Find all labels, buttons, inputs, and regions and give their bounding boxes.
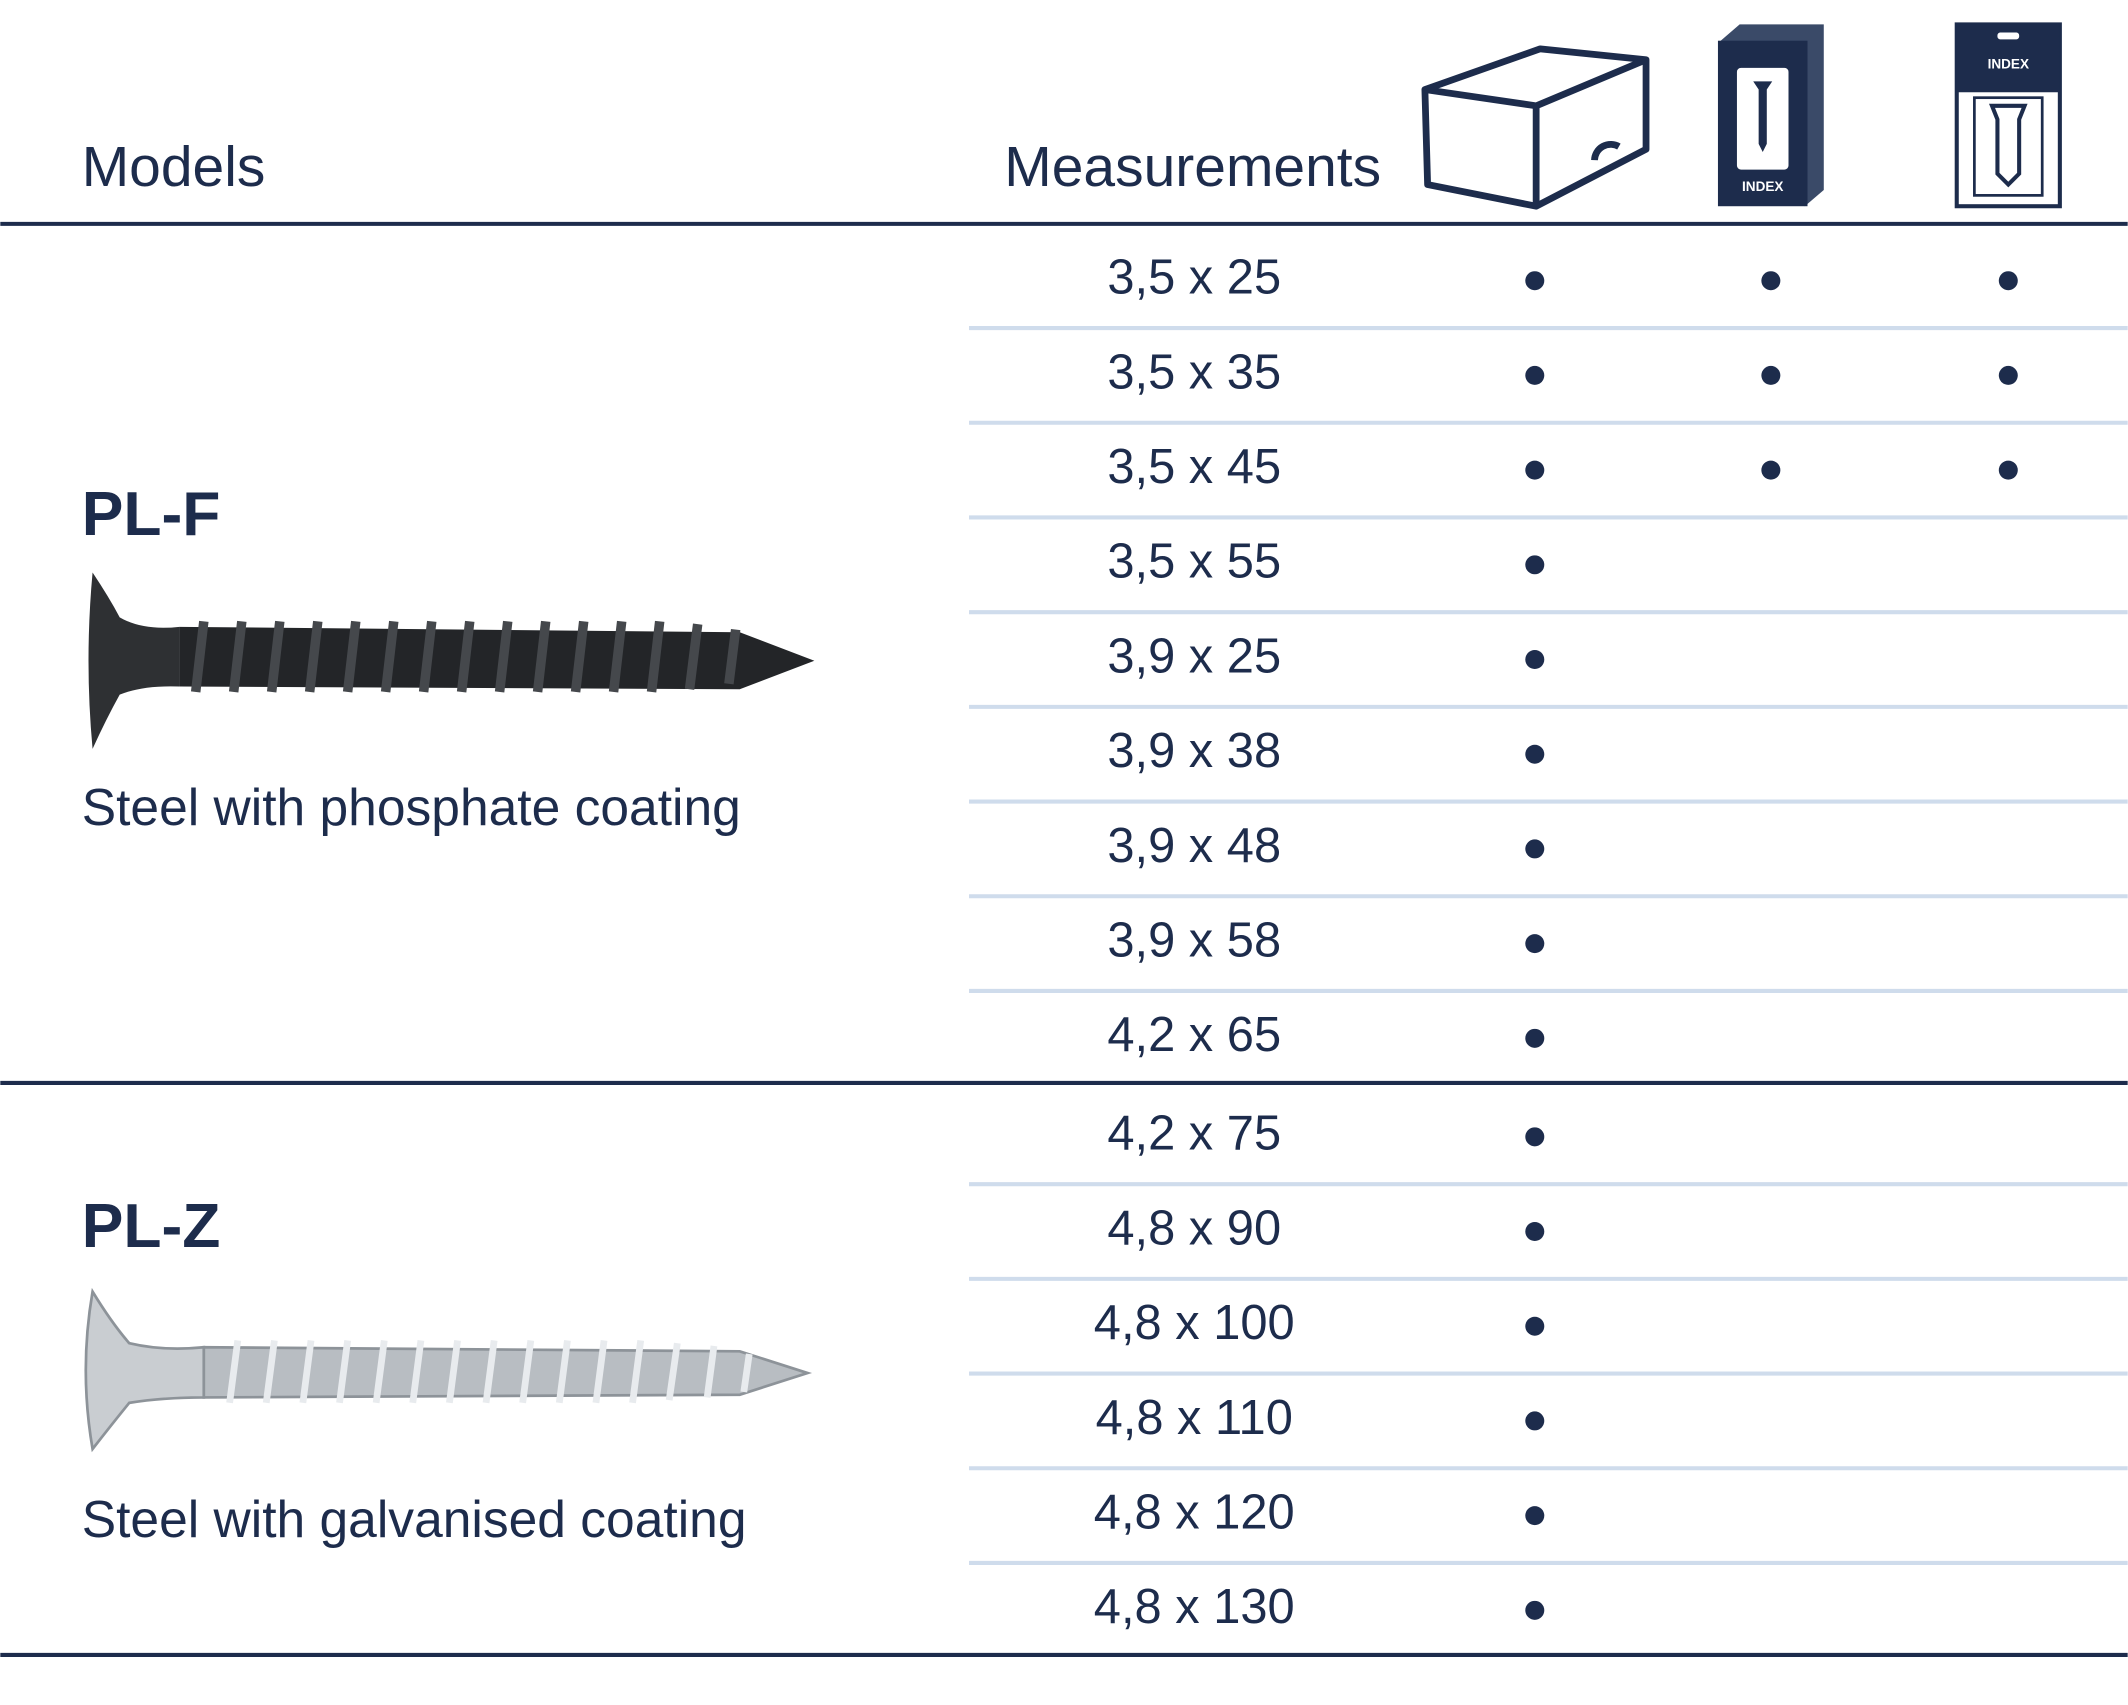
measurement: 3,9 x 38 — [1107, 724, 1281, 778]
model-name: PL-F — [82, 480, 221, 549]
availability-dot — [1525, 839, 1545, 859]
availability-dot — [1998, 460, 2018, 480]
packet-icon: INDEX — [1717, 24, 1824, 207]
brand-label: INDEX — [1742, 179, 1783, 194]
availability-dot — [1525, 1411, 1545, 1431]
availability-dot — [1525, 1506, 1545, 1526]
availability-dot — [1525, 1028, 1545, 1048]
measurement: 3,5 x 25 — [1107, 251, 1281, 305]
measurement: 3,5 x 55 — [1107, 535, 1281, 589]
availability-dot — [1525, 271, 1545, 291]
availability-dot — [1525, 1222, 1545, 1242]
models-header: Models — [82, 135, 266, 199]
measurement: 3,9 x 48 — [1107, 819, 1281, 873]
availability-dot — [1525, 1316, 1545, 1336]
screw-image — [88, 572, 815, 749]
measurement: 4,8 x 100 — [1094, 1296, 1295, 1350]
measurement: 4,8 x 120 — [1094, 1486, 1295, 1540]
blister-icon: INDEX — [1954, 22, 2062, 209]
availability-dot — [1525, 650, 1545, 670]
measurement: 4,2 x 75 — [1107, 1107, 1281, 1161]
availability-dot — [1525, 1127, 1545, 1147]
availability-dot — [1525, 1600, 1545, 1620]
measurement: 3,5 x 45 — [1107, 440, 1281, 494]
availability-dot — [1525, 555, 1545, 575]
model-description: Steel with galvanised coating — [82, 1490, 747, 1548]
availability-dot — [1525, 744, 1545, 764]
model-description: Steel with phosphate coating — [82, 778, 741, 836]
model-name: PL-Z — [82, 1192, 221, 1261]
measurement: 3,5 x 35 — [1107, 345, 1281, 399]
screw-image — [84, 1287, 813, 1453]
brand-label: INDEX — [1988, 57, 2029, 72]
availability-dot — [1525, 365, 1545, 385]
measurement: 4,8 x 90 — [1107, 1201, 1281, 1255]
availability-dot — [1525, 460, 1545, 480]
measurement: 4,8 x 130 — [1094, 1580, 1295, 1634]
availability-dot — [1998, 365, 2018, 385]
availability-dot — [1998, 271, 2018, 291]
measurements-header: Measurements — [1004, 135, 1381, 199]
availability-dot — [1761, 271, 1781, 291]
measurement: 4,8 x 110 — [1096, 1391, 1293, 1445]
measurement: 3,9 x 58 — [1107, 914, 1281, 968]
box-icon — [1421, 45, 1650, 210]
availability-dot — [1525, 934, 1545, 954]
measurement: 4,2 x 65 — [1107, 1008, 1281, 1062]
availability-dot — [1761, 460, 1781, 480]
availability-dot — [1761, 365, 1781, 385]
measurement: 3,9 x 25 — [1107, 629, 1281, 683]
